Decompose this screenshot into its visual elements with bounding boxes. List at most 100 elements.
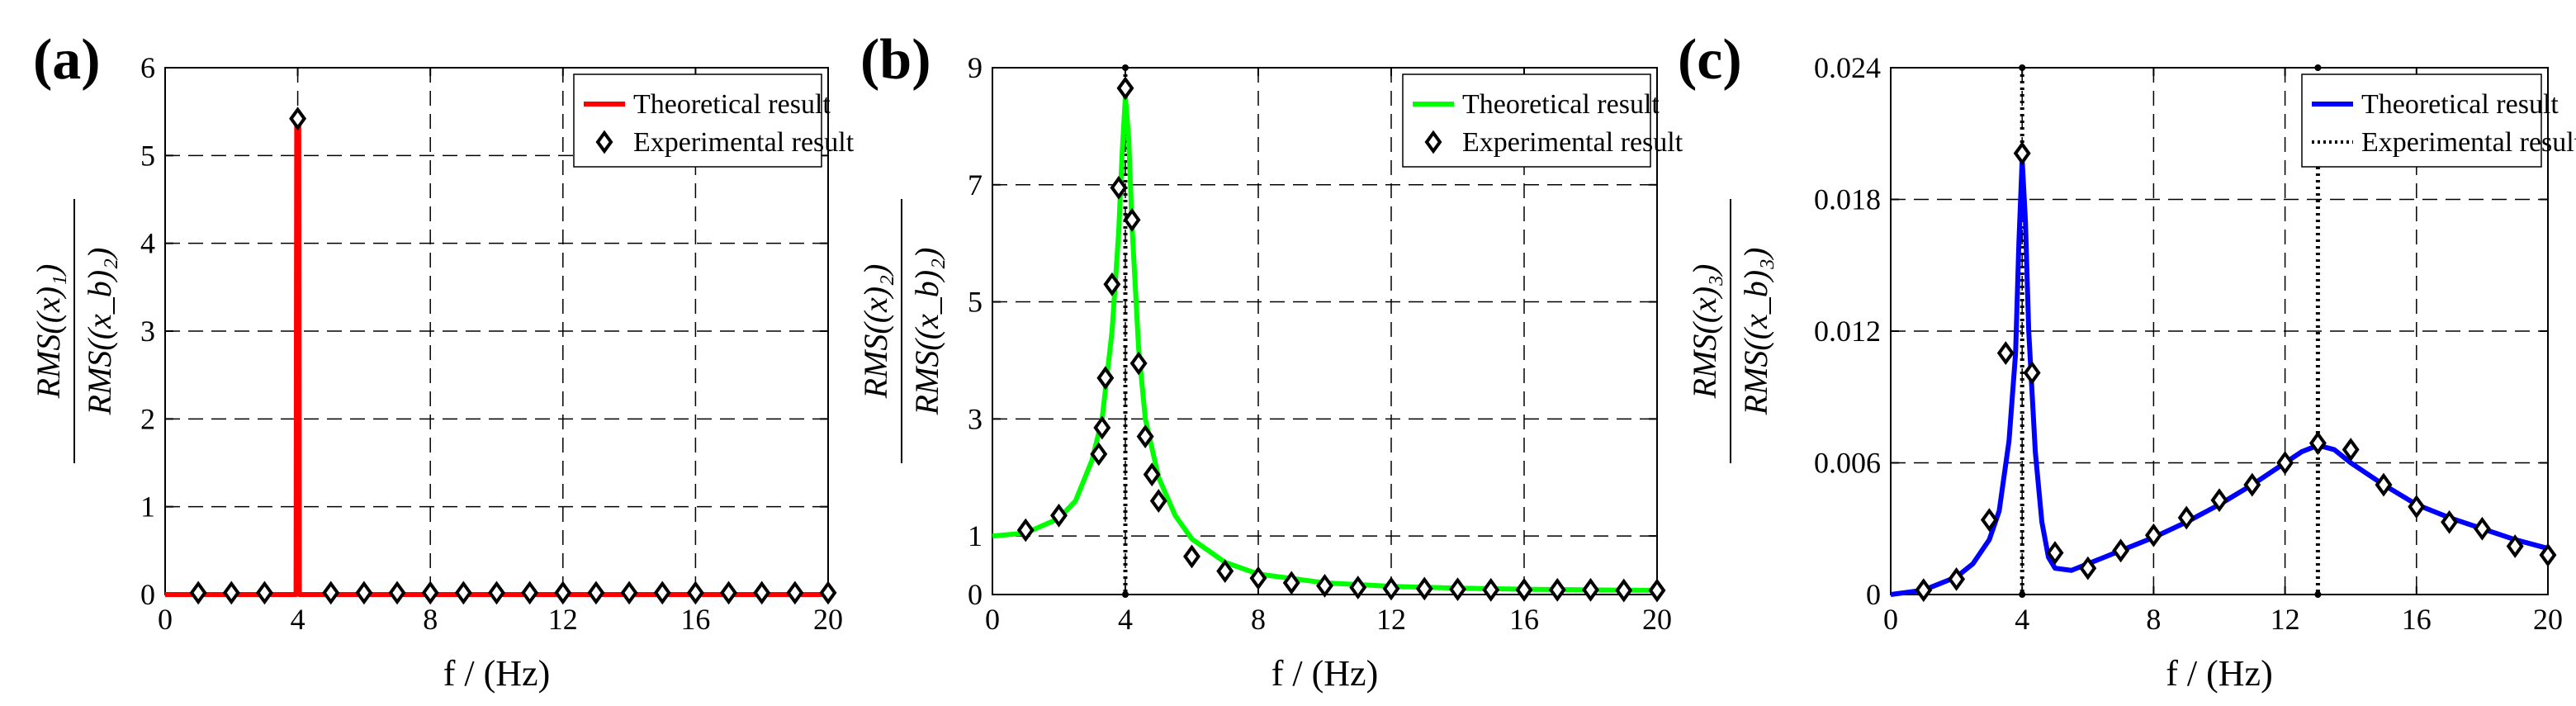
data-point-experimental (2441, 509, 2459, 534)
data-point-experimental (1090, 442, 1108, 467)
y-tick-label: 5 (968, 286, 983, 319)
data-point-experimental (1103, 272, 1121, 296)
data-point-experimental (1382, 576, 1400, 601)
resonance-marker-bottom (1122, 591, 1129, 598)
data-point-experimental (753, 580, 771, 605)
data-point-experimental (289, 107, 307, 131)
data-point-experimental (2375, 472, 2393, 497)
x-tick-label: 0 (158, 603, 173, 636)
series-theoretical-line (992, 94, 1658, 594)
x-tick-label: 16 (1509, 603, 1539, 636)
y-tick-label: 4 (140, 227, 155, 260)
data-point-experimental (1116, 76, 1134, 101)
data-point-experimental (2506, 534, 2524, 558)
resonance-marker-top (2019, 64, 2026, 71)
data-point-experimental (1249, 566, 1267, 590)
x-tick-label: 4 (291, 603, 305, 636)
chart-panel-a: (a) 0 4 8 12 16 20 0 1 2 3 4 5 6 f / (Hz) RMS((x)₁) RMS(… (0, 0, 859, 706)
y-axis-label: RMS((x)₃) RMS((x_b)₃) (1686, 199, 1774, 463)
y-tick-label: 9 (968, 51, 983, 84)
x-tick-label: 20 (2533, 603, 2563, 636)
data-point-experimental (1449, 577, 1466, 602)
data-point-experimental (620, 580, 638, 605)
data-point-experimental (1216, 559, 1234, 584)
resonance-marker-top (2314, 64, 2322, 71)
data-point-experimental (1415, 576, 1433, 601)
series-theoretical-line (1890, 157, 2549, 597)
x-axis-label: f / (Hz) (443, 653, 551, 694)
legend-label-experimental: Experimental result (2361, 127, 2576, 158)
data-point-experimental (454, 580, 472, 605)
data-point-experimental (1282, 571, 1300, 595)
x-tick-label: 16 (680, 603, 710, 636)
data-point-experimental (2539, 543, 2557, 567)
data-point-experimental (554, 580, 572, 605)
data-point-experimental (1648, 578, 1666, 603)
data-point-experimental (1136, 424, 1154, 449)
y-tick-label: 0 (140, 578, 155, 611)
data-point-experimental (1548, 577, 1566, 602)
y-tick-label: 0.024 (1814, 51, 1881, 84)
data-point-experimental (1349, 576, 1367, 599)
legend-box (2301, 73, 2542, 168)
y-axis-label-numerator: RMS((x)₃) (1686, 264, 1723, 400)
y-axis-label: RMS((x)₂) RMS((x_b)₂) (857, 199, 945, 463)
data-point-experimental (2079, 556, 2097, 580)
panel-label-a: (a) (33, 28, 101, 92)
x-tick-label: 4 (2015, 603, 2029, 636)
data-point-experimental (1482, 577, 1500, 602)
x-tick-label: 12 (1376, 603, 1406, 636)
chart-c-svg: (c) 0 4 8 12 16 20 0 0.006 0.012 0.018 0.024 f / (Hz… (1678, 28, 2576, 694)
legend-marker-experimental (1424, 130, 1442, 154)
y-tick-label: 2 (140, 402, 155, 435)
data-point-experimental (1093, 415, 1111, 440)
x-tick-label: 8 (1251, 603, 1266, 636)
data-point-experimental (1110, 175, 1128, 200)
data-point-experimental (1948, 566, 1966, 591)
data-point-experimental (786, 580, 804, 605)
chart-panel-c: (c) 0 4 8 12 16 20 0 0.006 0.012 0.018 0.024 f / (Hz… (1656, 0, 2576, 706)
legend-box (573, 73, 822, 168)
legend-box (1402, 73, 1651, 168)
resonance-marker-bottom (2314, 591, 2322, 598)
data-point-experimental (2408, 495, 2426, 519)
legend-label-theoretical: Theoretical result (1462, 89, 1660, 120)
data-point-experimental (2112, 538, 2130, 563)
y-tick-label: 3 (968, 402, 983, 435)
resonance-marker-bottom (2019, 591, 2026, 598)
data-point-experimental (488, 580, 505, 605)
y-axis-label-denominator: RMS((x_b)₂) (908, 248, 945, 416)
y-tick-label: 0.006 (1814, 447, 1881, 480)
y-tick-label: 0.012 (1814, 315, 1881, 348)
panel-label-c: (c) (1678, 28, 1742, 92)
x-tick-label: 12 (2271, 603, 2300, 636)
data-point-experimental (686, 580, 704, 605)
x-tick-label: 8 (2146, 603, 2161, 636)
data-point-experimental (720, 580, 738, 605)
data-point-experimental (1129, 351, 1148, 376)
x-tick-label: 4 (1118, 603, 1133, 636)
data-point-experimental (421, 580, 439, 605)
data-point-experimental (255, 580, 273, 605)
data-point-experimental (2308, 431, 2327, 455)
x-tick-label: 0 (1883, 603, 1898, 636)
y-axis-label-numerator: RMS((x)₁) (30, 264, 67, 400)
x-axis-label: f / (Hz) (2166, 653, 2273, 694)
data-point-experimental (1316, 573, 1333, 598)
data-point-experimental (2144, 523, 2162, 547)
legend-label-experimental: Experimental result (633, 127, 855, 158)
data-point-experimental (2177, 505, 2195, 530)
y-axis-label: RMS((x)₁) RMS((x_b)₂) (30, 199, 118, 463)
data-point-experimental (819, 580, 837, 605)
legend-label-theoretical: Theoretical result (2361, 89, 2559, 120)
data-point-experimental (2023, 361, 2041, 385)
y-tick-label: 0.018 (1814, 183, 1881, 216)
legend-label-experimental: Experimental result (1462, 127, 1683, 158)
x-tick-label: 20 (813, 603, 843, 636)
data-point-experimental (1615, 578, 1633, 603)
y-tick-label: 5 (140, 139, 155, 172)
data-point-experimental (1183, 544, 1200, 569)
data-point-experimental (322, 580, 340, 605)
y-tick-label: 1 (140, 490, 155, 524)
